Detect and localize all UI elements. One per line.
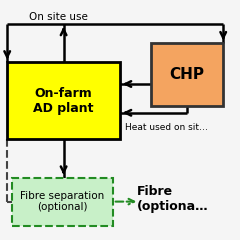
FancyBboxPatch shape [151,43,223,106]
Text: Fibre separation
(optional): Fibre separation (optional) [20,191,105,212]
Text: CHP: CHP [170,67,205,82]
Text: Heat used on sit…: Heat used on sit… [125,123,208,132]
Text: Fibre
(optiona…: Fibre (optiona… [137,185,208,213]
FancyBboxPatch shape [7,62,120,139]
Text: On-farm
AD plant: On-farm AD plant [33,87,94,115]
FancyBboxPatch shape [12,178,113,226]
Text: On site use: On site use [29,12,88,22]
